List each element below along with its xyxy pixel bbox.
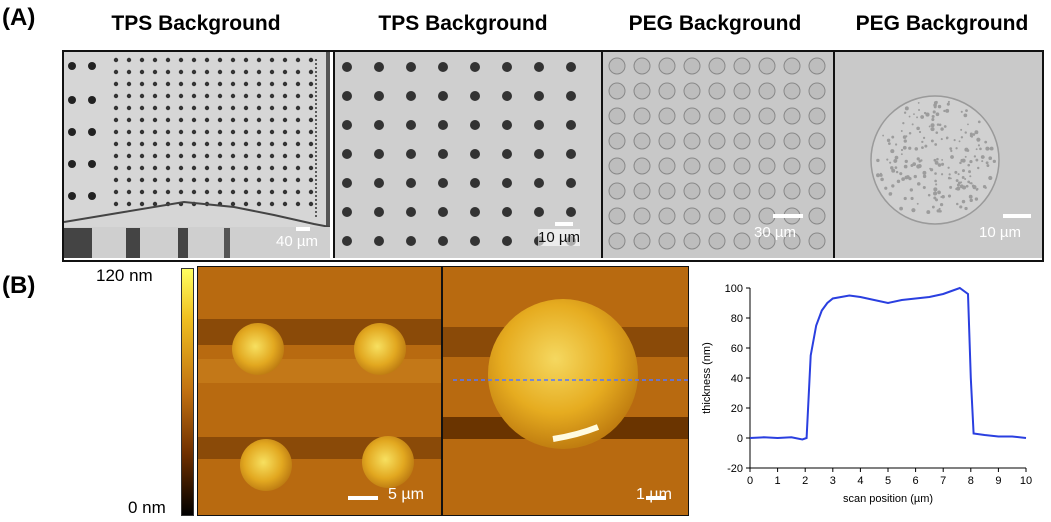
afm-scale-label-1: 5 µm	[388, 486, 424, 503]
scale-bar-1	[296, 227, 310, 231]
afm-image-four-disks	[197, 266, 442, 516]
afm-scale-label-2: 1 µm	[636, 486, 672, 503]
scale-bar-4	[1003, 214, 1031, 218]
thickness-profile-chart: 0 1 2 3 4 5 6 7 8 9 10 -20 0 20 40 60 80 100 scan positio…	[701, 283, 1032, 505]
afm-image-single-disk	[442, 266, 689, 516]
micrograph-tps-small-array	[333, 52, 601, 258]
afm-image-single-disk-art	[443, 267, 688, 515]
image-title-4: PEG Background	[855, 12, 1029, 35]
y-tick-label: 20	[731, 403, 743, 415]
x-tick-label: 5	[885, 475, 891, 487]
colorbar	[181, 268, 194, 516]
micrograph-peg-array-art	[603, 52, 833, 258]
y-tick-label: 100	[725, 283, 743, 295]
x-tick-label: 3	[830, 475, 836, 487]
scale-bar-3	[773, 214, 803, 218]
x-tick-label: 8	[968, 475, 974, 487]
micrograph-tps-small-array-art	[335, 52, 601, 258]
afm-image-four-disks-art	[198, 267, 441, 515]
scale-label-3: 30 µm	[754, 224, 796, 241]
x-tick-label: 1	[775, 475, 781, 487]
panel-a-frame	[62, 50, 1044, 262]
micrograph-peg-array	[601, 52, 833, 258]
image-title-2: TPS Background	[378, 12, 548, 35]
image-title-1: TPS Background	[111, 12, 281, 35]
y-tick-label: 40	[731, 373, 743, 385]
colorbar-min-label: 0 nm	[128, 498, 166, 517]
x-axis-label: scan position (µm)	[843, 493, 933, 505]
panel-b-label: (B)	[2, 272, 36, 299]
micrograph-tps-large-array	[64, 52, 330, 258]
x-tick-label: 6	[913, 475, 919, 487]
x-tick-label: 9	[995, 475, 1001, 487]
x-tick-label: 2	[802, 475, 808, 487]
x-tick-label: 10	[1020, 475, 1032, 487]
colorbar-max-label: 120 nm	[96, 266, 153, 285]
y-tick-label: 80	[731, 313, 743, 325]
x-tick-label: 0	[747, 475, 753, 487]
series-line-profile	[749, 286, 1027, 441]
y-axis-label: thickness (nm)	[701, 342, 713, 414]
micrograph-peg-single-disk-art	[835, 52, 1042, 258]
scale-label-1: 40 µm	[276, 233, 318, 250]
y-tick-label: 60	[731, 343, 743, 355]
y-tick-label: 0	[737, 433, 743, 445]
x-tick-label: 7	[940, 475, 946, 487]
panel-a-label: (A)	[2, 4, 36, 31]
micrograph-tps-large-array-art	[64, 52, 330, 258]
micrograph-peg-single-disk	[833, 52, 1042, 258]
scale-bar-2	[555, 222, 573, 226]
y-tick-label: -20	[727, 463, 743, 475]
scale-label-2: 10 µm	[538, 229, 580, 246]
image-title-3: PEG Background	[628, 12, 802, 35]
x-tick-label: 4	[857, 475, 863, 487]
scale-label-4: 10 µm	[979, 224, 1021, 241]
